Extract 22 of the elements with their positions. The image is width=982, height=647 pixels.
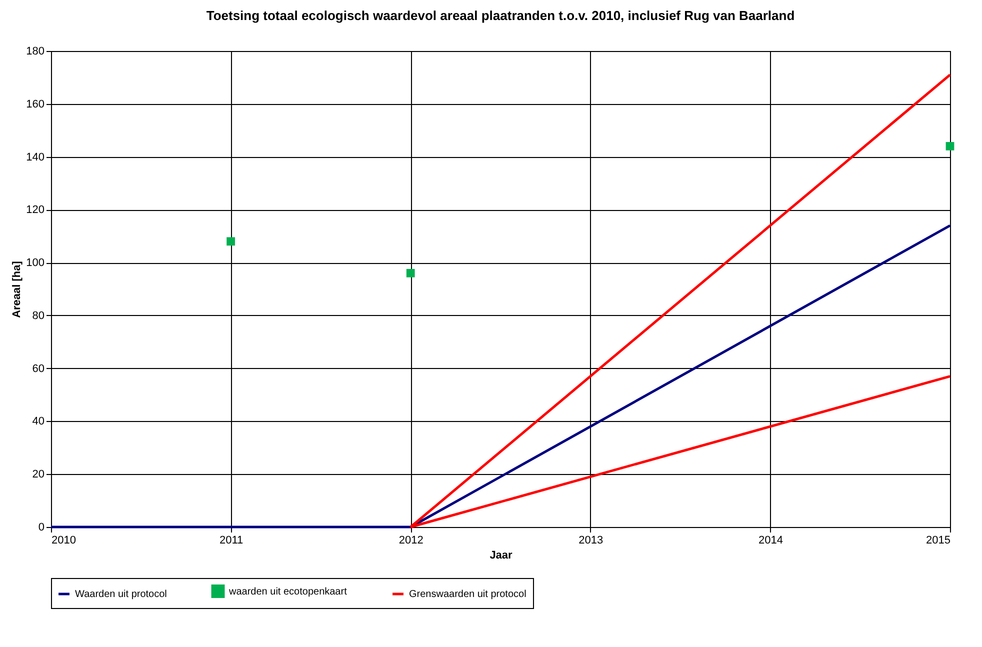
x-axis-title: Jaar: [490, 550, 514, 562]
y-tick-label: 40: [32, 416, 44, 428]
x-tick-label: 2014: [758, 534, 783, 546]
y-tick-label: 140: [26, 151, 44, 164]
x-tick-label: 2012: [398, 534, 424, 546]
x-tick-label: 2015: [926, 534, 950, 546]
y-tick-label: 60: [32, 362, 44, 375]
y-tick-label: 0: [38, 522, 44, 534]
legend-label: waarden uit ecotopenkaart: [228, 586, 348, 598]
legend-label: Waarden uit protocol: [75, 589, 167, 600]
y-tick-label: 20: [32, 468, 44, 481]
x-tick-label: 2013: [578, 534, 604, 546]
y-tick-label: 160: [26, 98, 44, 110]
y-axis-title: Areaal [ha]: [11, 260, 24, 318]
y-tick-label: 180: [26, 46, 44, 58]
legend-label: Grenswaarden uit protocol: [409, 589, 526, 600]
y-tick-label: 80: [32, 310, 44, 322]
y-tick-label: 120: [26, 204, 44, 216]
x-tick-label: 2011: [219, 534, 244, 546]
x-tick-label: 2010: [52, 534, 76, 546]
y-tick-label: 100: [26, 257, 44, 270]
chart-title: Toetsing totaal ecologisch waardevol areaal plaatranden t.o.v. 2010, inclusief Rug van Baarland: [206, 8, 795, 23]
